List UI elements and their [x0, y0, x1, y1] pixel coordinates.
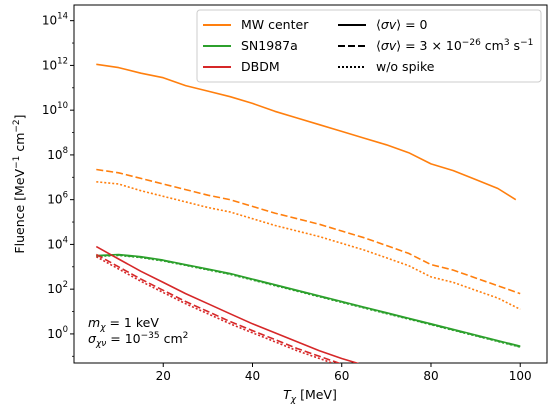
x-tick-label: 80 [423, 369, 438, 383]
x-tick-label: 20 [156, 369, 171, 383]
series-line-dbdm-dashed [95, 253, 341, 363]
y-tick-label: 104 [47, 235, 68, 251]
legend-label-sn1987a: SN1987a [241, 38, 298, 53]
y-tick-label: 1010 [42, 101, 68, 117]
x-axis-title: Tχ [MeV] [283, 387, 337, 405]
legend-label-mw-center: MW center [241, 17, 309, 32]
series-group [95, 63, 521, 363]
y-tick-label: 1014 [42, 12, 68, 28]
legend-label-sigmav-nonzero: ⟨σv⟩ = 3 × 10−26 cm3 s−1 [376, 38, 533, 53]
y-tick-label: 102 [47, 280, 68, 296]
x-tick-label: 60 [334, 369, 349, 383]
y-tick-label: 106 [47, 191, 68, 207]
legend-label-dbdm: DBDM [241, 59, 280, 74]
series-line-mw-center-dashed [96, 168, 521, 295]
y-axis-title: Fluence [MeV−1 cm−2] [12, 114, 27, 253]
y-tick-label: 100 [47, 325, 68, 341]
series-line-dbdm-dotted [95, 255, 335, 363]
x-tick-label: 100 [509, 369, 532, 383]
x-axis: 20 40 60 80 100 [156, 363, 532, 383]
x-tick-label: 40 [245, 369, 260, 383]
series-line-mw-center-dotted [96, 181, 521, 311]
annotation-mass: mχ = 1 keV [88, 315, 159, 333]
annotation-cross-section: σχν = 10−35 cm2 [88, 331, 188, 349]
legend-box [196, 9, 542, 83]
legend-label-no-spike: w/o spike [376, 59, 435, 74]
legend: MW center SN1987a DBDM ⟨σv⟩ = 0 ⟨σv⟩ = 3… [196, 9, 542, 83]
series-line-sn1987a-dotted [96, 254, 521, 348]
y-tick-label: 1012 [42, 56, 68, 72]
series-line-mw-center-solid [96, 63, 517, 201]
y-axis: 100 102 104 106 108 1010 1012 1014 [42, 12, 74, 357]
series-line-dbdm-solid [95, 245, 360, 363]
legend-label-sigmav-zero: ⟨σv⟩ = 0 [376, 17, 428, 32]
y-tick-label: 108 [47, 146, 68, 162]
parameter-annotation: mχ = 1 keV σχν = 10−35 cm2 [88, 315, 188, 349]
